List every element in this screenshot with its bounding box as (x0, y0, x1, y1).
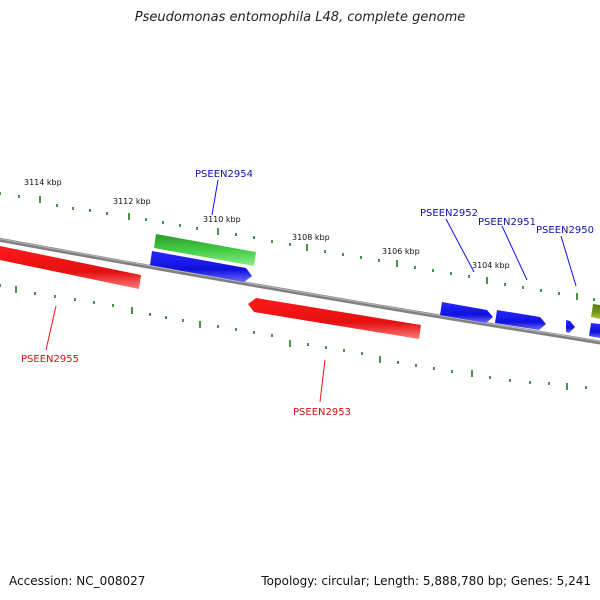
gene-label-PSEEN2954[interactable]: PSEEN2954 (195, 169, 253, 180)
accession-text: Accession: NC_008027 (9, 574, 146, 588)
scale-label-3108: 3108 kbp (292, 233, 330, 242)
leader-PSEEN2955 (45, 305, 57, 351)
gene-arrow-PSEEN2952[interactable] (440, 302, 493, 323)
green-feature-bar (154, 234, 256, 266)
gene-label-PSEEN2955[interactable]: PSEEN2955 (21, 354, 79, 365)
scale-label-3110: 3110 kbp (203, 215, 241, 224)
inner-tick-row (0, 284, 587, 390)
scale-label-3114: 3114 kbp (24, 178, 62, 187)
leader-PSEEN2952 (445, 218, 475, 273)
gene-arrow-PSEEN2953[interactable] (248, 298, 421, 339)
leader-PSEEN2953 (319, 359, 326, 403)
gene-label-PSEEN2950[interactable]: PSEEN2950 (536, 225, 594, 236)
genome-backbone (0, 237, 600, 345)
genome-backbone-highlight (0, 238, 600, 342)
leader-PSEEN2951 (501, 225, 528, 281)
genome-summary-text: Topology: circular; Length: 5,888,780 bp… (261, 574, 591, 588)
scale-label-3112: 3112 kbp (113, 197, 151, 206)
map-title: Pseudomonas entomophila L48, complete ge… (134, 10, 466, 25)
gene-arrow-edge-blue (589, 323, 600, 338)
gene-arrow-PSEEN2955[interactable] (0, 246, 141, 289)
leader-PSEEN2954 (211, 179, 219, 216)
scale-label-3106: 3106 kbp (382, 247, 420, 256)
gene-label-PSEEN2953[interactable]: PSEEN2953 (293, 407, 351, 418)
olive-feature-bar (591, 304, 600, 319)
scale-label-3104: 3104 kbp (472, 261, 510, 270)
gene-label-PSEEN2952[interactable]: PSEEN2952 (420, 208, 478, 219)
gene-arrow-PSEEN2950[interactable] (566, 320, 575, 333)
gene-arrow-PSEEN2954[interactable] (150, 251, 252, 282)
leader-PSEEN2950 (560, 235, 577, 287)
gene-arrow-PSEEN2951[interactable] (495, 310, 546, 330)
outer-tick-row (0, 192, 595, 301)
gene-label-PSEEN2951[interactable]: PSEEN2951 (478, 217, 536, 228)
